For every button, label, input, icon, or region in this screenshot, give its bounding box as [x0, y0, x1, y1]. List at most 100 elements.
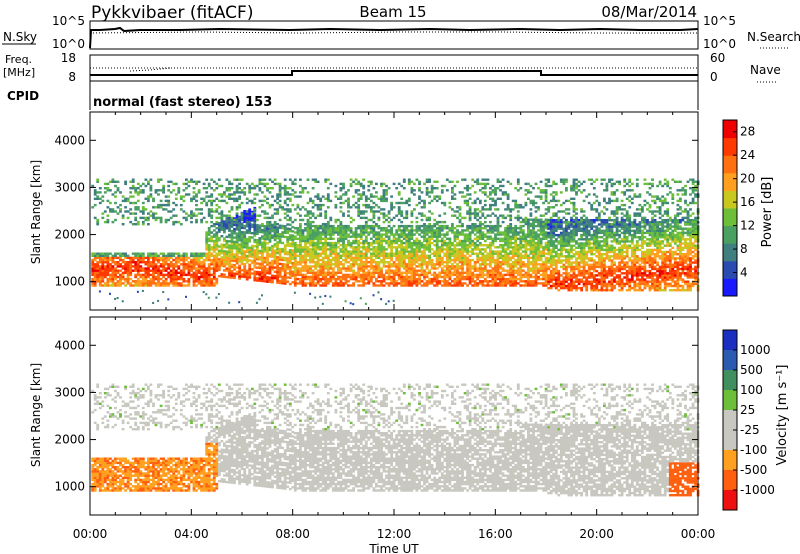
power-cell — [349, 244, 353, 247]
power-cell — [291, 274, 295, 278]
power-cell — [463, 244, 467, 247]
power-cell — [456, 256, 459, 260]
power-cell — [435, 241, 439, 245]
power-cell — [542, 191, 545, 194]
power-cell — [537, 258, 540, 262]
power-cell — [314, 282, 317, 285]
power-cell — [364, 197, 368, 200]
power-cell — [494, 233, 497, 236]
power-cell — [326, 267, 330, 270]
power-cell — [228, 269, 231, 273]
power-cell — [420, 273, 424, 277]
power-cell — [339, 182, 343, 186]
power-cell — [261, 256, 264, 259]
power-cell — [266, 280, 269, 283]
power-cell — [207, 273, 211, 277]
power-cell — [483, 256, 487, 260]
power-cell — [527, 273, 530, 277]
power-cell — [91, 273, 95, 277]
power-cell — [245, 276, 249, 279]
power-cell — [271, 234, 274, 237]
power-cell — [212, 233, 216, 236]
power-cell — [238, 270, 241, 274]
power-cell — [385, 227, 388, 230]
power-cell — [197, 254, 201, 257]
power-cell — [240, 245, 244, 249]
power-cell — [321, 265, 325, 268]
power-cell — [243, 271, 247, 274]
power-cell — [400, 233, 404, 236]
power-cell — [423, 254, 426, 257]
power-cell — [380, 252, 383, 255]
power-cell — [182, 280, 186, 283]
power-cell — [103, 273, 107, 277]
power-cell — [278, 267, 282, 270]
power-cell — [326, 282, 330, 285]
power-cell — [258, 178, 262, 181]
power-cell — [190, 261, 193, 264]
power-cell — [192, 256, 196, 260]
power-cell — [544, 193, 548, 196]
power-cell — [245, 237, 249, 241]
power-cell — [314, 284, 317, 287]
power-cell — [106, 280, 110, 283]
power-cell — [258, 279, 262, 282]
power-cell — [504, 244, 507, 247]
power-cell — [461, 244, 464, 247]
power-cell — [423, 214, 426, 217]
power-cell — [527, 189, 530, 192]
power-cell — [433, 224, 437, 228]
power-cell — [273, 230, 277, 233]
power-cell — [410, 248, 414, 251]
power-cell — [443, 265, 447, 268]
power-cell — [537, 235, 540, 238]
power-cell — [215, 246, 219, 249]
power-cell — [202, 277, 206, 281]
power-cell — [387, 265, 391, 268]
power-cell — [225, 201, 229, 205]
power-cell — [215, 187, 219, 190]
power-cell — [240, 239, 244, 242]
power-cell — [304, 187, 307, 190]
power-cell — [438, 248, 442, 251]
power-cell — [372, 206, 376, 209]
power-cell — [255, 251, 259, 255]
power-cell — [385, 282, 388, 285]
power-cell — [375, 241, 378, 245]
power-cell — [372, 273, 376, 277]
power-cell — [233, 218, 236, 222]
power-cell — [276, 256, 279, 259]
power-cell — [268, 231, 272, 235]
power-cell — [375, 248, 378, 251]
power-cell — [425, 263, 429, 266]
power-cell — [407, 224, 411, 228]
power-cell — [134, 275, 138, 279]
power-cell — [263, 261, 267, 264]
power-cell — [215, 265, 219, 268]
power-cell — [514, 224, 518, 228]
power-cell — [299, 271, 302, 274]
power-cell — [324, 284, 328, 287]
power-cell — [316, 235, 320, 238]
power-cell — [258, 256, 262, 259]
power-cell — [190, 199, 193, 203]
power-cell — [109, 280, 112, 283]
power-cell — [524, 237, 528, 240]
power-cell — [324, 237, 328, 240]
power-cell — [250, 223, 254, 226]
power-cell — [200, 273, 203, 277]
power-cell — [258, 189, 262, 192]
power-cell — [514, 250, 518, 253]
power-cell — [392, 271, 396, 274]
power-cell — [215, 277, 219, 281]
power-cell — [428, 277, 431, 281]
power-cell — [521, 273, 525, 277]
power-cell — [159, 269, 163, 272]
power-cell — [101, 267, 105, 270]
power-cell — [549, 280, 553, 283]
power-cell — [476, 224, 480, 228]
power-cell — [167, 256, 171, 260]
power-cell — [501, 256, 505, 260]
power-cell — [539, 233, 543, 236]
power-cell — [397, 254, 401, 257]
